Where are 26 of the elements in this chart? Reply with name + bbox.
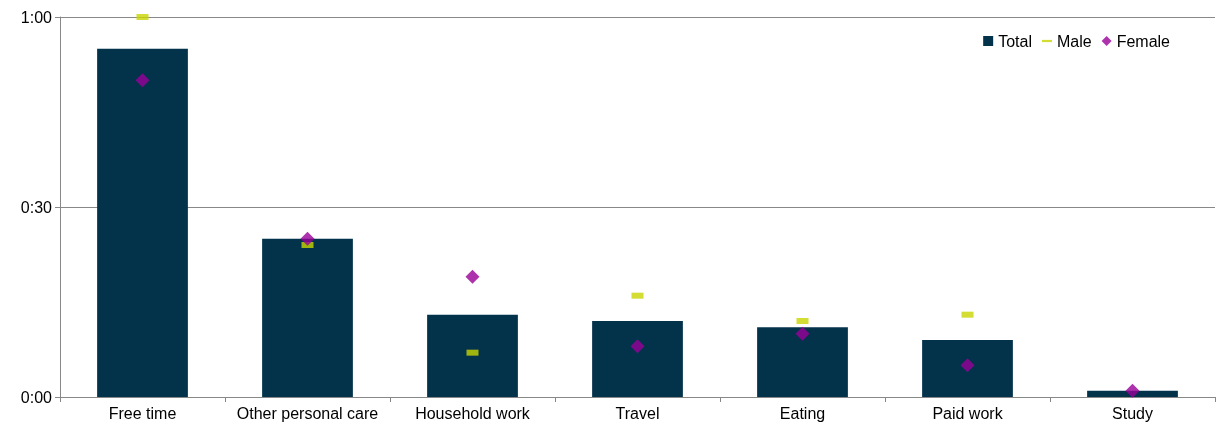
x-tick-label: Paid work	[932, 404, 1004, 422]
bar	[97, 48, 188, 397]
x-tick-label: Other personal care	[236, 404, 379, 422]
bar	[592, 321, 683, 397]
x-tick-label: Household work	[415, 404, 531, 422]
bar	[922, 340, 1013, 397]
point	[1125, 383, 1140, 398]
y-tick-label: 0:30	[20, 198, 53, 216]
y-tick-label: 1:00	[20, 8, 53, 26]
point	[135, 73, 150, 88]
point	[630, 339, 645, 354]
bar	[427, 314, 518, 397]
bar	[757, 327, 848, 397]
point	[795, 326, 810, 341]
y-tick-label: 0:00	[20, 388, 53, 406]
x-tick-label: Study	[1112, 404, 1153, 422]
legend-label: Total	[998, 32, 1032, 50]
point	[300, 231, 315, 246]
bar	[262, 238, 353, 397]
legend-label: Female	[1116, 32, 1171, 50]
x-tick-label: Free time	[108, 404, 177, 422]
x-tick-label: Travel	[615, 404, 660, 422]
legend-label: Male	[1056, 32, 1092, 50]
point	[960, 358, 975, 373]
point	[465, 269, 480, 284]
x-tick-label: Eating	[779, 404, 826, 422]
